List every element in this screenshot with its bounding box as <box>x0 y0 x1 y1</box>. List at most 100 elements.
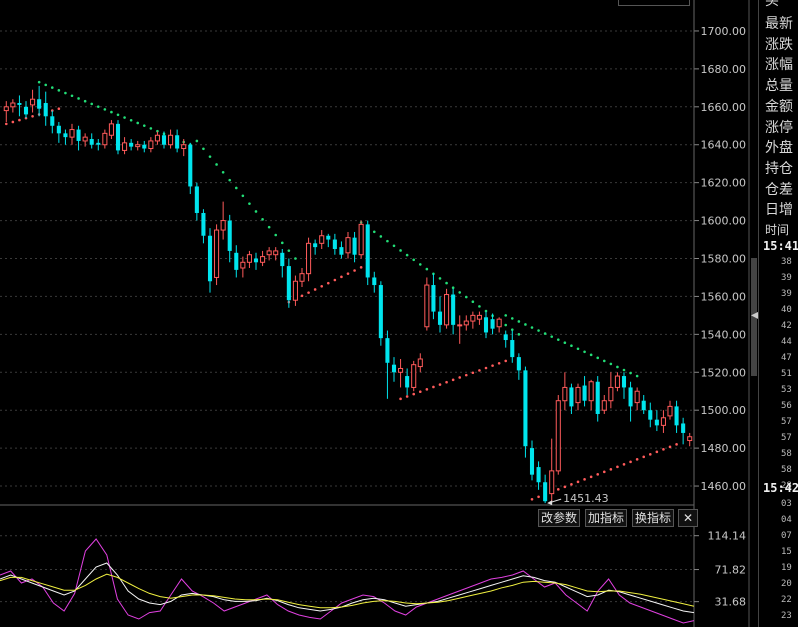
candle-body <box>299 273 305 282</box>
sar-dot <box>44 83 48 87</box>
sar-dot <box>399 249 402 252</box>
candle-body <box>240 261 246 269</box>
sar-dot <box>392 244 396 248</box>
sar-dot <box>576 347 580 351</box>
sar-dot <box>556 488 560 491</box>
candle-body <box>246 254 252 263</box>
sar-dot <box>234 186 238 190</box>
candle-body <box>398 367 404 373</box>
add-indicator-button[interactable]: 加指标 <box>585 509 628 527</box>
sar-dot <box>602 359 606 363</box>
vertical-scrollbar[interactable] <box>751 258 757 376</box>
minute-second: 40 <box>781 305 792 315</box>
candle-body <box>529 448 535 475</box>
sar-dot <box>116 113 120 117</box>
indicator-line-1 <box>0 538 695 624</box>
candle-body <box>575 386 581 404</box>
sar-dot <box>83 99 87 103</box>
minute-second: 56 <box>781 401 792 411</box>
candle-body <box>470 314 476 322</box>
sar-dot <box>438 383 442 386</box>
sidebar-top-label: 买 <box>765 0 779 9</box>
candle-body <box>654 419 659 426</box>
indicator-tick-label: 31.68 <box>715 596 747 609</box>
minute-second: 57 <box>781 433 792 443</box>
sar-dot <box>136 121 140 125</box>
sar-dot <box>228 178 232 182</box>
candle-body <box>10 102 16 108</box>
sidebar-field-label: 总量 <box>765 78 793 95</box>
candle-body <box>115 123 121 151</box>
candle-body <box>154 134 160 142</box>
candle-body <box>352 237 357 255</box>
sar-dot <box>445 281 448 285</box>
candle-body <box>496 318 502 328</box>
sar-dot <box>340 275 343 279</box>
modify-params-button[interactable]: 改参数 <box>538 509 581 527</box>
candle-body <box>549 470 555 495</box>
sar-dot <box>464 295 468 299</box>
minute-second: 42 <box>781 321 792 331</box>
sar-dot <box>563 485 567 489</box>
candle-body <box>451 294 456 325</box>
quote-sidebar: 买 最新 涨跌 涨幅 总量 金额 涨停 外盘 持仓 仓差 日增 时间 15:41 38 39 39 40… <box>758 0 798 627</box>
candle-body <box>194 186 199 213</box>
candle-body <box>634 390 640 404</box>
sar-dot <box>642 455 646 459</box>
indicator-grid <box>0 535 694 603</box>
candle-body <box>358 223 364 256</box>
candle-body <box>122 142 128 151</box>
sar-dot <box>662 448 665 451</box>
candle-body <box>175 135 180 149</box>
sar-dot <box>471 300 475 304</box>
sar-dot <box>616 465 619 469</box>
sar-dot <box>353 269 356 272</box>
sar-dot <box>550 335 554 338</box>
switch-indicator-button[interactable]: 换指标 <box>632 509 675 527</box>
sar-dot <box>510 328 514 331</box>
price-tick-label: 1660.00 <box>701 101 747 114</box>
candle-body <box>536 467 541 483</box>
price-axis: 1700.00 1680.00 1660.00 1640.00 1620.00 1600.… <box>0 0 750 627</box>
minute-second: 07 <box>781 531 792 541</box>
sar-dot <box>50 109 54 112</box>
collapse-arrow-icon[interactable]: ◀ <box>751 310 759 321</box>
candle-body <box>168 134 174 146</box>
sar-dot <box>530 498 534 501</box>
candle-body <box>588 381 594 402</box>
sar-dot <box>261 218 264 221</box>
indicator-tick-label: 71.82 <box>715 564 747 577</box>
sar-dot <box>478 369 481 372</box>
sar-dot <box>90 102 94 106</box>
candle-body <box>313 243 318 248</box>
price-tick-label: 1500.00 <box>701 404 747 417</box>
sar-dot <box>418 390 422 394</box>
indicator-lines <box>0 538 695 624</box>
candle-body <box>43 103 48 117</box>
minute-second: 44 <box>781 337 792 347</box>
candle-body <box>207 235 213 282</box>
price-tick-label: 1640.00 <box>701 139 747 152</box>
sar-dot <box>274 233 278 237</box>
sar-dot <box>451 286 455 290</box>
indicator-axis: 114.14 71.82 31.68 <box>694 530 746 609</box>
sar-dot <box>622 368 626 372</box>
sar-dot <box>254 210 258 213</box>
sar-dot <box>576 480 580 484</box>
sar-dot <box>484 309 488 313</box>
sar-dot <box>629 371 632 375</box>
low-annotation: 1451.43 <box>547 492 609 506</box>
sar-dot <box>412 392 416 396</box>
sar-dot <box>609 468 613 471</box>
sar-dot <box>596 356 600 360</box>
sar-dot <box>537 495 540 499</box>
candle-body <box>280 252 285 267</box>
candle-body <box>437 311 443 325</box>
low-value-label: 1451.43 <box>563 492 609 505</box>
close-indicator-button[interactable]: ✕ <box>678 509 698 527</box>
candle-body <box>76 129 81 141</box>
sar-dot <box>458 376 462 379</box>
sar-dot <box>432 385 435 389</box>
sidebar-field-label: 最新 <box>765 16 793 32</box>
